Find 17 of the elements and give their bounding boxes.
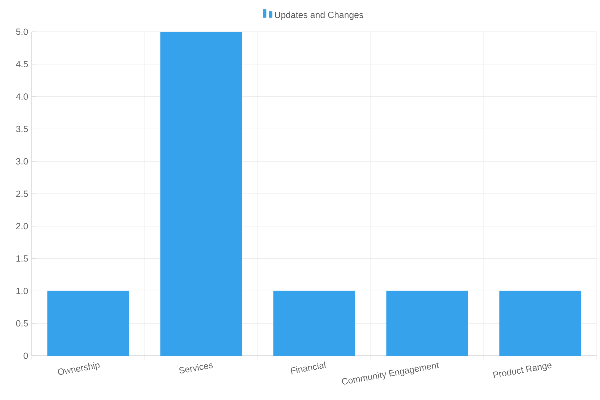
- y-tick-label: 4.0: [16, 94, 28, 100]
- y-tick-label: 5.0: [16, 28, 28, 36]
- x-tick-label: Ownership: [58, 362, 100, 376]
- y-tick-label: 3.0: [16, 158, 28, 165]
- y-tick-label: 2.5: [16, 190, 28, 198]
- y-tick-label: 0.5: [16, 320, 28, 327]
- y-tick-label: 2.0: [16, 223, 28, 230]
- legend-label: Updates and Changes: [275, 12, 364, 20]
- y-tick-label: 1.0: [16, 288, 28, 294]
- x-tick-label: Financial: [290, 362, 326, 374]
- x-tick-label: Services: [180, 364, 214, 374]
- y-tick-label: 0: [24, 352, 28, 360]
- x-tick-label: Community Engagement: [342, 362, 440, 385]
- x-tick-label: Product Range: [493, 364, 552, 378]
- y-tick-label: 3.5: [16, 126, 28, 132]
- y-tick-label: 1.5: [16, 256, 28, 262]
- y-tick-label: 4.5: [16, 61, 28, 68]
